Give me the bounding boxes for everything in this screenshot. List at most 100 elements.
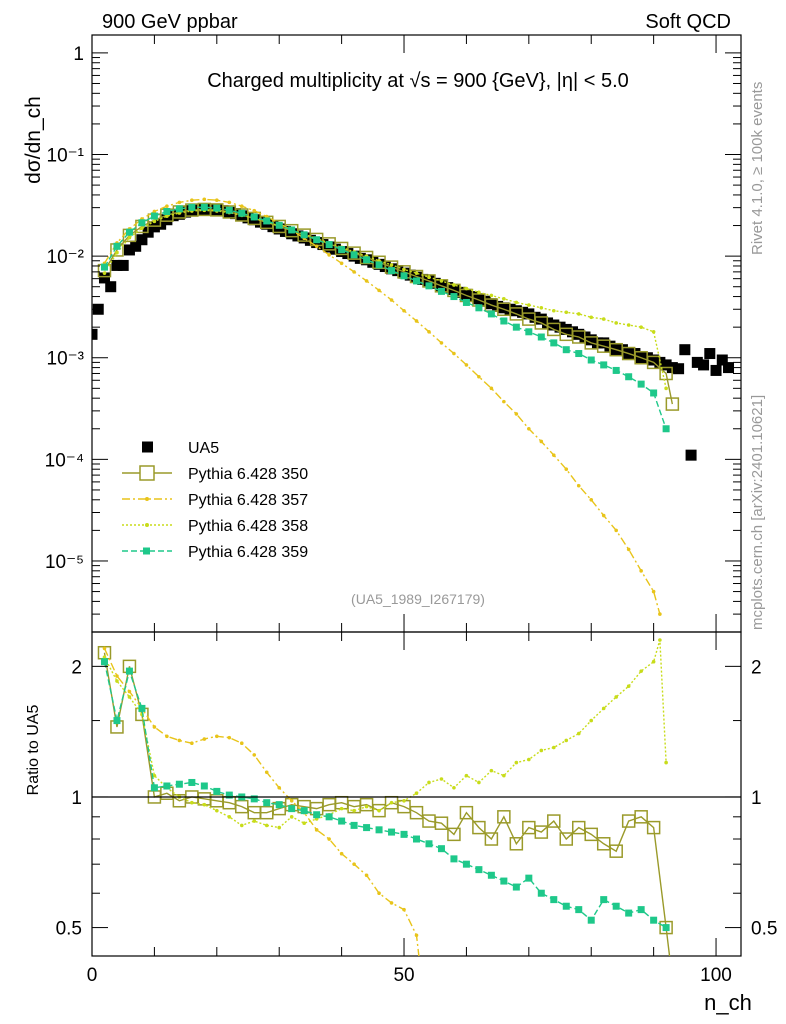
ratio-point [559, 832, 574, 846]
data-point [659, 366, 673, 381]
data-point [427, 330, 431, 334]
series-4 [100, 203, 670, 433]
ratio-point [175, 780, 183, 788]
ratio-point [639, 669, 643, 673]
legend-label: Pythia 6.428 357 [188, 492, 308, 509]
ratio-point [250, 795, 258, 803]
ratio-point [225, 791, 233, 799]
data-point [188, 203, 196, 211]
ratio-point [666, 973, 678, 985]
ratio-point [400, 830, 408, 838]
ratio-point [289, 798, 294, 803]
ratio-point [372, 803, 386, 818]
ratio-point [239, 741, 244, 746]
data-point [275, 221, 283, 229]
data-point [388, 267, 396, 275]
data-point [427, 275, 431, 280]
ratio-point [646, 820, 661, 835]
ratio-point [612, 902, 620, 910]
legend-label: Pythia 6.428 358 [188, 518, 308, 535]
ratio-point [277, 825, 282, 830]
ratio-point [658, 638, 662, 642]
data-point [175, 205, 183, 213]
ratio-point [447, 827, 461, 842]
ratio-point [150, 784, 158, 792]
data-point [589, 497, 594, 502]
rivet-label: Rivet 4.1.0, ≥ 100k events [749, 82, 766, 255]
ratio-point [375, 826, 383, 834]
ratio-point [227, 735, 232, 740]
data-point [573, 328, 585, 340]
ratio-line [103, 661, 667, 929]
ratio-point [314, 828, 319, 832]
data-point [664, 386, 668, 391]
mcplots-label: mcplots.cern.ch [arXiv:2401.10621] [749, 395, 766, 630]
ratio-point [452, 785, 456, 790]
series-line [103, 198, 661, 615]
data-point [102, 271, 107, 275]
data-point [225, 206, 233, 214]
data-point [614, 321, 618, 325]
data-point [489, 293, 494, 298]
ratio-series-2 [102, 638, 668, 830]
data-point [227, 200, 232, 205]
data-point [152, 209, 157, 214]
ratio-point [188, 778, 196, 786]
legend-marker [145, 497, 149, 501]
data-point [363, 256, 371, 264]
x-axis-label: n_ch [704, 990, 752, 1015]
ratio-point [327, 837, 331, 841]
data-point [140, 226, 144, 231]
ratio-point [352, 862, 356, 866]
data-point [414, 319, 419, 323]
data-point [402, 308, 406, 313]
data-point [525, 328, 533, 336]
data-point [314, 244, 319, 249]
legend-label: Pythia 6.428 350 [188, 466, 308, 483]
data-point [288, 226, 296, 234]
data-point [679, 344, 691, 356]
ratio-point [402, 798, 406, 803]
data-point [639, 325, 643, 329]
ratio-point [472, 820, 486, 835]
legend-item: Pythia 6.428 359 [122, 544, 308, 561]
data-point [462, 298, 470, 306]
data-point [601, 317, 606, 321]
data-point [723, 362, 735, 374]
data-point [473, 293, 485, 305]
ratio-point [152, 773, 157, 778]
data-point [600, 361, 608, 369]
data-point [215, 198, 219, 203]
data-point [136, 234, 148, 246]
ratio-point [434, 816, 449, 830]
ratio-point [609, 844, 623, 858]
data-point [437, 287, 445, 295]
ratio-point [650, 916, 658, 924]
data-point [716, 354, 728, 366]
data-point [127, 235, 132, 240]
legend: UA5 Pythia 6.428 350 Pythia 6.428 357 Pythi… [122, 440, 308, 561]
data-point [576, 483, 581, 488]
ratio-ytick-label: 1 [71, 788, 82, 809]
data-point [485, 298, 497, 310]
ratio-ytick-label-right: 0.5 [751, 919, 777, 940]
data-point [539, 439, 544, 444]
ratio-series-1 [102, 646, 420, 956]
ratio-point [484, 832, 499, 846]
data-point [502, 399, 506, 404]
ratio-point [313, 811, 321, 819]
data-point [313, 236, 321, 244]
data-point [115, 250, 119, 255]
data-point [389, 263, 394, 267]
ratio-point [300, 807, 308, 815]
ratio-point [489, 768, 494, 773]
data-point [92, 328, 98, 340]
ratio-point [487, 871, 495, 879]
ratio-point [502, 773, 506, 778]
chart-title: Charged multiplicity at √s = 900 {GeV}, … [207, 70, 629, 92]
ratio-point [350, 821, 358, 829]
data-point [250, 213, 258, 221]
ratio-ytick-label-right: 1 [751, 788, 762, 809]
data-point [152, 219, 157, 224]
ratio-point [614, 695, 618, 699]
